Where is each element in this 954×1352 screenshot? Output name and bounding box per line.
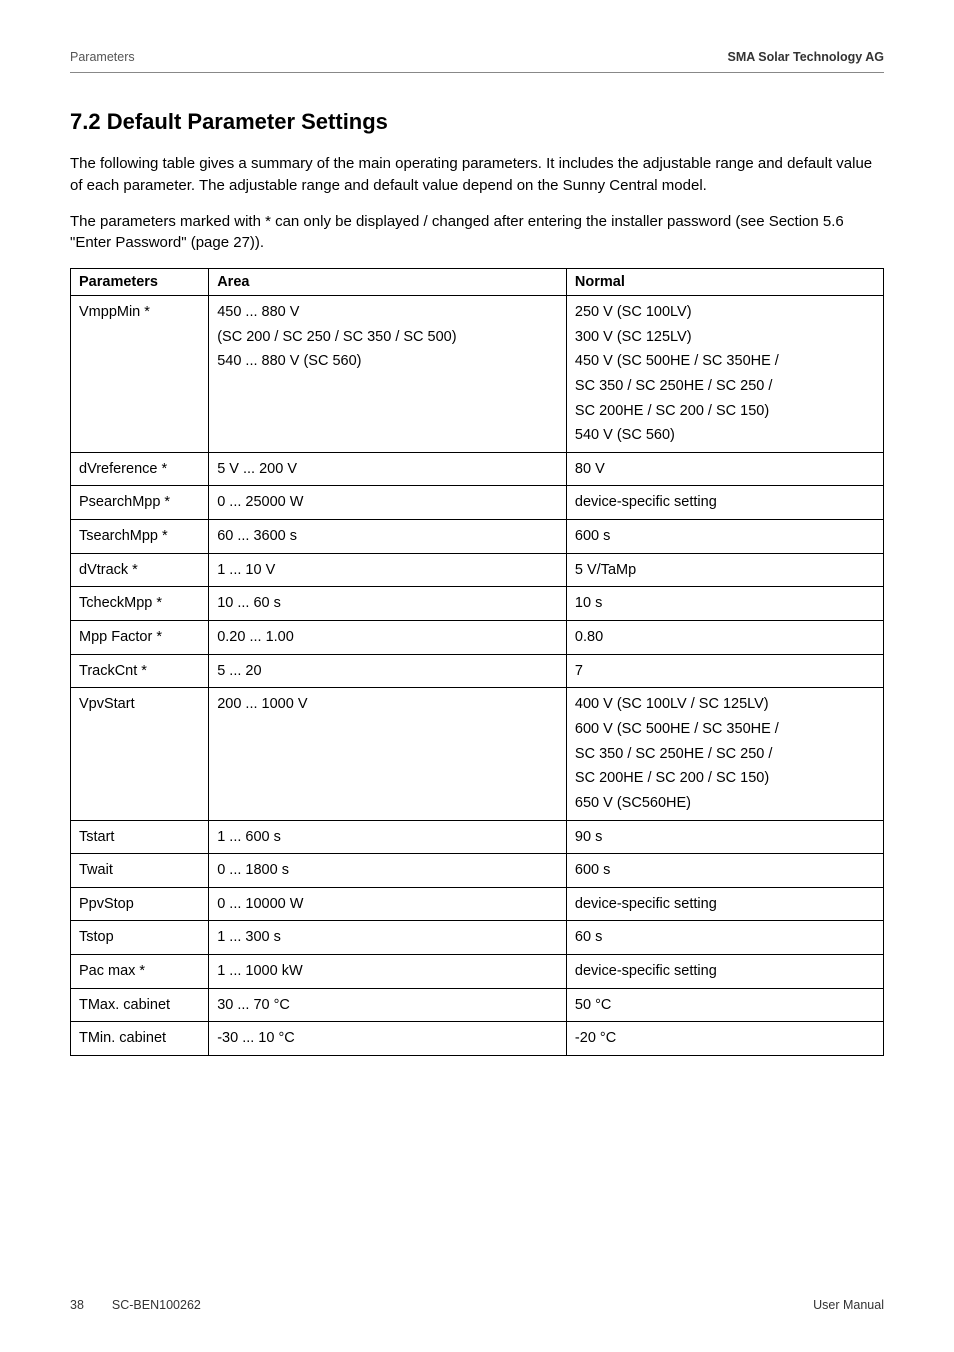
cell-normal: 90 s — [566, 820, 883, 854]
table-row: TrackCnt *5 ... 207 — [71, 654, 884, 688]
table-row: Pac max *1 ... 1000 kWdevice-specific se… — [71, 955, 884, 989]
th-parameters: Parameters — [71, 269, 209, 296]
footer-page: 38 — [70, 1298, 84, 1312]
cell-parameter: Twait — [71, 854, 209, 888]
cell-area: 0.20 ... 1.00 — [209, 621, 567, 655]
cell-area: 10 ... 60 s — [209, 587, 567, 621]
page-header: Parameters SMA Solar Technology AG — [70, 50, 884, 64]
table-row: Mpp Factor *0.20 ... 1.000.80 — [71, 621, 884, 655]
table-header-row: Parameters Area Normal — [71, 269, 884, 296]
footer-doc: SC-BEN100262 — [112, 1298, 201, 1312]
cell-area: 450 ... 880 V (SC 200 / SC 250 / SC 350 … — [209, 296, 567, 453]
section-number: 7.2 — [70, 109, 101, 134]
table-row: dVreference *5 V ... 200 V80 V — [71, 452, 884, 486]
footer-left: 38 SC-BEN100262 — [70, 1298, 201, 1312]
table-row: TcheckMpp *10 ... 60 s10 s — [71, 587, 884, 621]
cell-normal: 5 V/TaMp — [566, 553, 883, 587]
table-body: VmppMin *450 ... 880 V (SC 200 / SC 250 … — [71, 296, 884, 1056]
section-heading: Default Parameter Settings — [107, 109, 388, 134]
cell-parameter: TrackCnt * — [71, 654, 209, 688]
cell-normal: 600 s — [566, 854, 883, 888]
cell-parameter: TMin. cabinet — [71, 1022, 209, 1056]
cell-normal: 0.80 — [566, 621, 883, 655]
table-row: TsearchMpp *60 ... 3600 s600 s — [71, 520, 884, 554]
intro-paragraph-1: The following table gives a summary of t… — [70, 153, 884, 197]
cell-parameter: VpvStart — [71, 688, 209, 820]
cell-normal: 50 °C — [566, 988, 883, 1022]
header-rule — [70, 72, 884, 73]
cell-area: 5 V ... 200 V — [209, 452, 567, 486]
cell-area: 0 ... 25000 W — [209, 486, 567, 520]
cell-parameter: Mpp Factor * — [71, 621, 209, 655]
table-row: dVtrack *1 ... 10 V5 V/TaMp — [71, 553, 884, 587]
table-row: PpvStop0 ... 10000 Wdevice-specific sett… — [71, 887, 884, 921]
page-footer: 38 SC-BEN100262 User Manual — [70, 1298, 884, 1312]
cell-parameter: dVtrack * — [71, 553, 209, 587]
cell-normal: 80 V — [566, 452, 883, 486]
cell-area: 5 ... 20 — [209, 654, 567, 688]
cell-normal: 60 s — [566, 921, 883, 955]
section-title: 7.2 Default Parameter Settings — [70, 109, 884, 135]
cell-parameter: TMax. cabinet — [71, 988, 209, 1022]
table-row: TMin. cabinet-30 ... 10 °C-20 °C — [71, 1022, 884, 1056]
cell-normal: device-specific setting — [566, 486, 883, 520]
cell-parameter: Tstart — [71, 820, 209, 854]
cell-area: 1 ... 600 s — [209, 820, 567, 854]
cell-area: 60 ... 3600 s — [209, 520, 567, 554]
table-row: Tstop1 ... 300 s60 s — [71, 921, 884, 955]
cell-area: 200 ... 1000 V — [209, 688, 567, 820]
cell-parameter: TsearchMpp * — [71, 520, 209, 554]
cell-normal: 600 s — [566, 520, 883, 554]
cell-area: -30 ... 10 °C — [209, 1022, 567, 1056]
cell-parameter: PsearchMpp * — [71, 486, 209, 520]
intro-paragraph-2: The parameters marked with * can only be… — [70, 211, 884, 255]
cell-area: 1 ... 1000 kW — [209, 955, 567, 989]
cell-normal: 10 s — [566, 587, 883, 621]
th-area: Area — [209, 269, 567, 296]
cell-area: 1 ... 300 s — [209, 921, 567, 955]
parameters-table: Parameters Area Normal VmppMin *450 ... … — [70, 268, 884, 1056]
cell-parameter: VmppMin * — [71, 296, 209, 453]
table-row: PsearchMpp *0 ... 25000 Wdevice-specific… — [71, 486, 884, 520]
table-row: TMax. cabinet30 ... 70 °C50 °C — [71, 988, 884, 1022]
cell-parameter: Tstop — [71, 921, 209, 955]
table-row: VmppMin *450 ... 880 V (SC 200 / SC 250 … — [71, 296, 884, 453]
cell-parameter: dVreference * — [71, 452, 209, 486]
table-row: Twait0 ... 1800 s600 s — [71, 854, 884, 888]
cell-area: 1 ... 10 V — [209, 553, 567, 587]
cell-area: 0 ... 1800 s — [209, 854, 567, 888]
cell-area: 0 ... 10000 W — [209, 887, 567, 921]
table-row: Tstart1 ... 600 s90 s — [71, 820, 884, 854]
header-right: SMA Solar Technology AG — [728, 50, 885, 64]
cell-normal: 400 V (SC 100LV / SC 125LV) 600 V (SC 50… — [566, 688, 883, 820]
cell-normal: device-specific setting — [566, 955, 883, 989]
cell-parameter: TcheckMpp * — [71, 587, 209, 621]
header-left: Parameters — [70, 50, 135, 64]
cell-parameter: PpvStop — [71, 887, 209, 921]
th-normal: Normal — [566, 269, 883, 296]
table-row: VpvStart200 ... 1000 V400 V (SC 100LV / … — [71, 688, 884, 820]
cell-normal: 7 — [566, 654, 883, 688]
cell-parameter: Pac max * — [71, 955, 209, 989]
footer-right: User Manual — [813, 1298, 884, 1312]
cell-normal: device-specific setting — [566, 887, 883, 921]
cell-normal: 250 V (SC 100LV) 300 V (SC 125LV) 450 V … — [566, 296, 883, 453]
cell-normal: -20 °C — [566, 1022, 883, 1056]
cell-area: 30 ... 70 °C — [209, 988, 567, 1022]
